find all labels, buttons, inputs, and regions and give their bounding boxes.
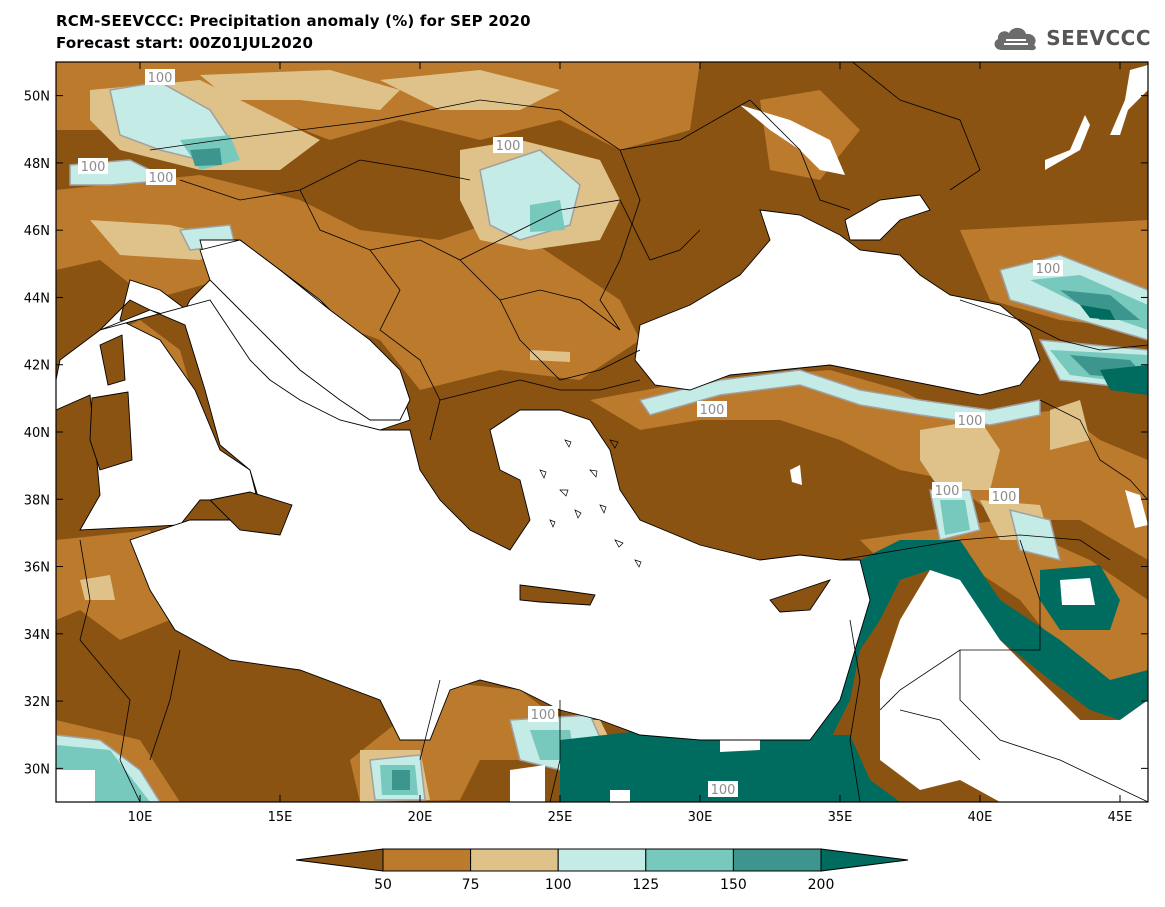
lon-tick-label: 10E <box>128 810 153 825</box>
colorbar-label: 100 <box>545 877 572 893</box>
contour-label: 100 <box>992 490 1017 505</box>
logo-text: SEEVCCC <box>1046 26 1151 50</box>
sea-areas <box>56 194 1041 741</box>
crete <box>519 584 596 606</box>
sardinia <box>89 391 133 471</box>
contour-labels: 100 100 100 100 100 100 100 100 100 100 … <box>78 69 1063 798</box>
ionian-aegean-levantine-sea <box>99 299 871 741</box>
forecast-start-label: Forecast start: 00Z01JUL2020 <box>56 34 314 52</box>
map-title: RCM-SEEVCCC: Precipitation anomaly (%) f… <box>56 12 531 30</box>
lon-tick-label: 35E <box>828 810 853 825</box>
lat-tick-label: 44N <box>24 291 50 306</box>
colorbar-label: 200 <box>808 877 835 893</box>
lat-tick-label: 36N <box>24 561 50 576</box>
longitude-axis: 10E 15E 20E 25E 30E 35E 40E 45E <box>128 62 1133 825</box>
colorbar-left-arrow <box>295 848 384 872</box>
lon-tick-label: 25E <box>548 810 573 825</box>
contour-label: 100 <box>958 414 983 429</box>
colorbar-swatch <box>382 848 472 872</box>
seevccc-logo: SEEVCCC <box>992 24 1151 52</box>
contour-label: 100 <box>700 403 725 418</box>
contour-label: 100 <box>148 71 173 86</box>
cloud-icon <box>994 27 1037 51</box>
adriatic-sea <box>199 239 411 421</box>
lat-tick-label: 40N <box>24 426 50 441</box>
colorbar-label: 75 <box>462 877 480 893</box>
aegean-islands <box>539 439 642 568</box>
colorbar-swatch <box>645 848 734 872</box>
sicily <box>209 491 293 536</box>
country-borders <box>79 62 1148 802</box>
lon-tick-label: 20E <box>408 810 433 825</box>
contour-label: 100 <box>531 708 556 723</box>
lat-tick-label: 42N <box>24 359 50 374</box>
lat-tick-label: 38N <box>24 493 50 508</box>
colorbar-right-arrow <box>820 848 909 872</box>
corsica <box>99 334 126 386</box>
contour-label: 100 <box>81 160 106 175</box>
latitude-axis: 50N 48N 46N 44N 42N 40N 38N 36N 34N 32N 30N <box>24 90 1148 777</box>
lat-tick-label: 48N <box>24 157 50 172</box>
lon-tick-label: 30E <box>688 810 713 825</box>
contour-label: 100 <box>496 139 521 154</box>
anomaly-150-200-zones <box>190 148 1148 790</box>
contour-label: 100 <box>1036 262 1061 277</box>
islands <box>89 334 832 613</box>
colorbar-swatch <box>470 848 559 872</box>
colorbar-swatch <box>732 848 822 872</box>
lon-tick-label: 45E <box>1108 810 1133 825</box>
lat-tick-label: 34N <box>24 628 50 643</box>
lat-tick-label: 32N <box>24 695 50 710</box>
colorbar-label: 125 <box>632 877 659 893</box>
colorbar-label: 50 <box>374 877 392 893</box>
contour-label: 100 <box>711 783 736 798</box>
sea-of-azov <box>844 194 931 241</box>
lat-tick-label: 30N <box>24 762 50 777</box>
lat-tick-label: 46N <box>24 224 50 239</box>
cyprus <box>769 579 832 613</box>
colorbar: 50 75 100 125 150 200 <box>295 848 909 893</box>
lat-tick-label: 50N <box>24 90 50 105</box>
no-data-areas <box>56 65 1148 802</box>
colorbar-label: 150 <box>720 877 747 893</box>
colorbar-swatch <box>557 848 647 872</box>
lon-tick-label: 40E <box>968 810 993 825</box>
contour-label: 100 <box>935 484 960 499</box>
contour-label: 100 <box>149 171 174 186</box>
lon-tick-label: 15E <box>268 810 293 825</box>
black-sea <box>634 209 1041 396</box>
